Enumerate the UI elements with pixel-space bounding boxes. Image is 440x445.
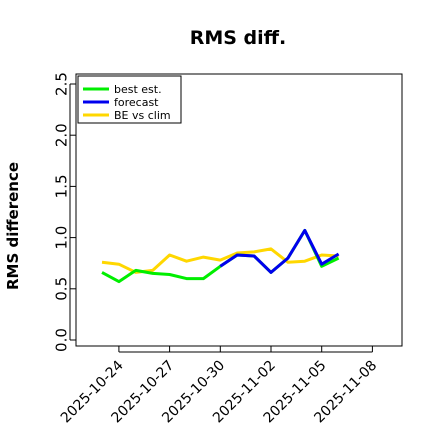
legend-label: BE vs clim — [114, 109, 171, 122]
chart-title: RMS diff. — [190, 27, 287, 49]
y-tick-label: 1.0 — [53, 226, 71, 250]
y-tick-label: 0.0 — [53, 328, 71, 352]
series-line-be-vs-clim — [101, 247, 339, 274]
y-tick-label: 2.0 — [53, 123, 71, 147]
y-axis-label: RMS difference — [4, 162, 22, 290]
series-line-best-est — [101, 228, 340, 284]
plot-frame — [75, 73, 403, 347]
y-tick-label: 0.5 — [53, 277, 71, 301]
y-axis: 0.0 0.5 1.0 1.5 2.0 2.5 — [53, 72, 76, 352]
legend-label: best est. — [114, 83, 162, 96]
series-layer — [101, 228, 340, 284]
legend-label: forecast — [114, 96, 159, 109]
y-tick-label: 1.5 — [53, 174, 71, 198]
y-tick-label: 2.5 — [53, 72, 71, 96]
x-axis: 2025-10-242025-10-272025-10-302025-11-02… — [58, 346, 380, 426]
legend-box — [77, 75, 182, 124]
series-line-forecast — [219, 228, 340, 274]
